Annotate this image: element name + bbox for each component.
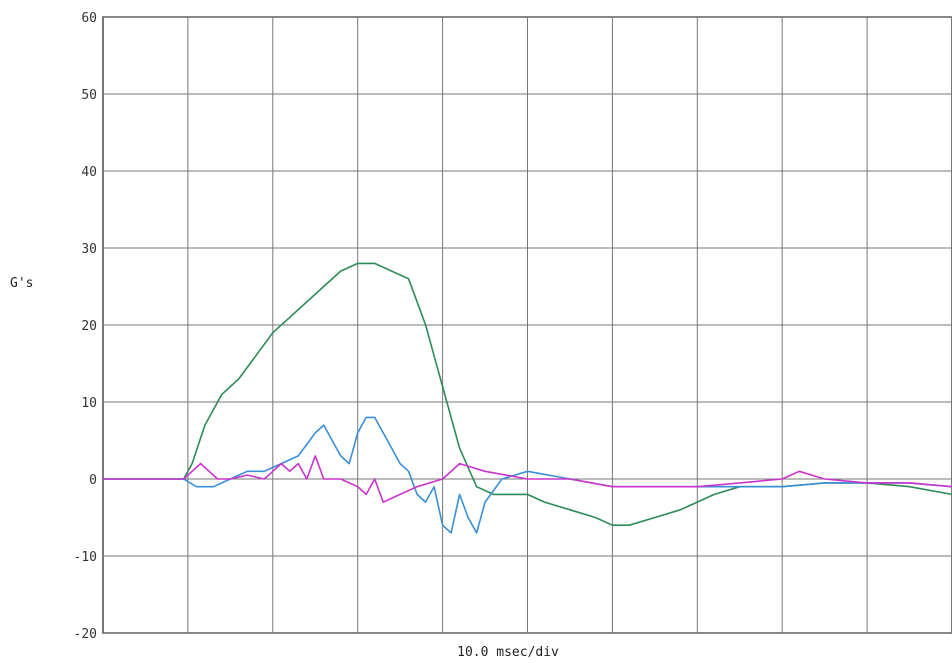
y-tick-label: 60 (81, 11, 97, 26)
y-tick-label: 50 (81, 88, 97, 103)
x-axis-label: 10.0 msec/div (457, 645, 559, 660)
y-axis-label: G's (10, 276, 33, 291)
y-tick-label: 40 (81, 165, 97, 180)
y-tick-label: 30 (81, 242, 97, 257)
y-tick-label: 20 (81, 319, 97, 334)
series-line-1 (103, 262, 952, 527)
y-axis-ticks: 60 50 40 30 20 10 0 -10 -20 (74, 11, 97, 642)
y-tick-label: -20 (74, 627, 97, 642)
y-tick-label: 10 (81, 396, 97, 411)
chart-grid (102, 16, 952, 634)
series-line-3 (103, 455, 952, 503)
y-tick-label: 0 (89, 473, 97, 488)
y-tick-label: -10 (74, 550, 97, 565)
chart-series (103, 262, 952, 534)
